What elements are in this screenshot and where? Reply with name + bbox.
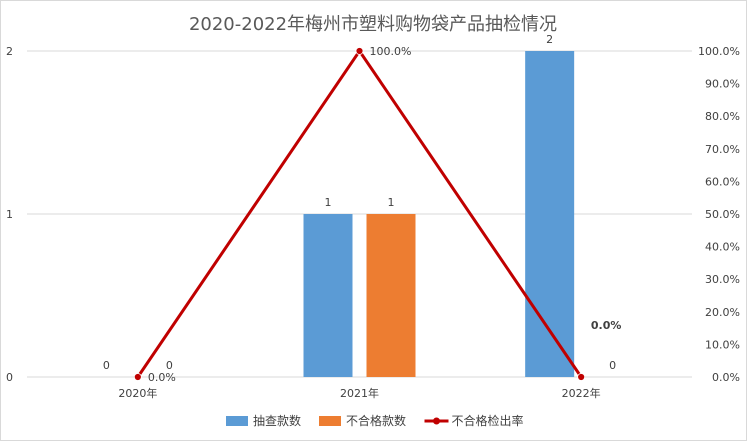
line-data-label: 0.0%: [148, 371, 176, 384]
bar: [303, 214, 353, 377]
line-data-label: 100.0%: [370, 45, 412, 58]
legend-swatch: [226, 416, 248, 426]
bar-data-label: 1: [388, 196, 395, 209]
bar-series: 0 1 2 0 1 0: [103, 33, 616, 377]
right-tick-label: 40.0%: [705, 241, 740, 254]
right-tick-label: 70.0%: [705, 143, 740, 156]
legend-label: 抽查款数: [253, 413, 301, 428]
right-axis-ticks: 0.0% 10.0% 20.0% 30.0% 40.0% 50.0% 60.0% 70.0% 8…: [698, 45, 740, 384]
right-tick-label: 20.0%: [705, 306, 740, 319]
right-tick-label: 30.0%: [705, 273, 740, 286]
legend-line-marker: [433, 417, 440, 425]
left-axis-ticks: 0 1 2: [6, 45, 13, 384]
left-tick-label: 0: [6, 371, 13, 384]
right-tick-label: 0.0%: [712, 371, 740, 384]
line-data-label: 0.0%: [591, 319, 622, 332]
x-axis-ticks: 2020年 2021年 2022年: [118, 386, 600, 400]
right-tick-label: 100.0%: [698, 45, 740, 58]
bar-data-label: 0: [609, 359, 616, 372]
x-tick-label: 2022年: [562, 386, 601, 400]
right-tick-label: 10.0%: [705, 338, 740, 351]
chart-title: 2020-2022年梅州市塑料购物袋产品抽检情况: [189, 14, 557, 35]
bar-data-label: 1: [325, 196, 332, 209]
x-tick-label: 2020年: [118, 386, 157, 400]
bar-data-label: 0: [103, 359, 110, 372]
line-point: [577, 373, 586, 381]
bar-data-label: 0: [166, 359, 173, 372]
right-tick-label: 50.0%: [705, 208, 740, 221]
bar-data-label: 2: [546, 33, 553, 46]
line-series: 0.0% 100.0% 0.0%: [133, 45, 622, 384]
right-tick-label: 80.0%: [705, 110, 740, 123]
legend-label: 不合格款数: [346, 413, 406, 428]
left-tick-label: 1: [6, 208, 13, 221]
legend-swatch: [319, 416, 341, 426]
line-point: [355, 47, 364, 55]
legend-label: 不合格检出率: [452, 413, 524, 428]
bar: [366, 214, 416, 377]
right-tick-label: 90.0%: [705, 78, 740, 91]
line-point: [133, 373, 142, 381]
right-tick-label: 60.0%: [705, 175, 740, 188]
legend: 抽查款数 不合格款数 不合格检出率: [226, 413, 524, 428]
x-tick-label: 2021年: [340, 386, 379, 400]
bar: [525, 51, 575, 377]
left-tick-label: 2: [6, 45, 13, 58]
